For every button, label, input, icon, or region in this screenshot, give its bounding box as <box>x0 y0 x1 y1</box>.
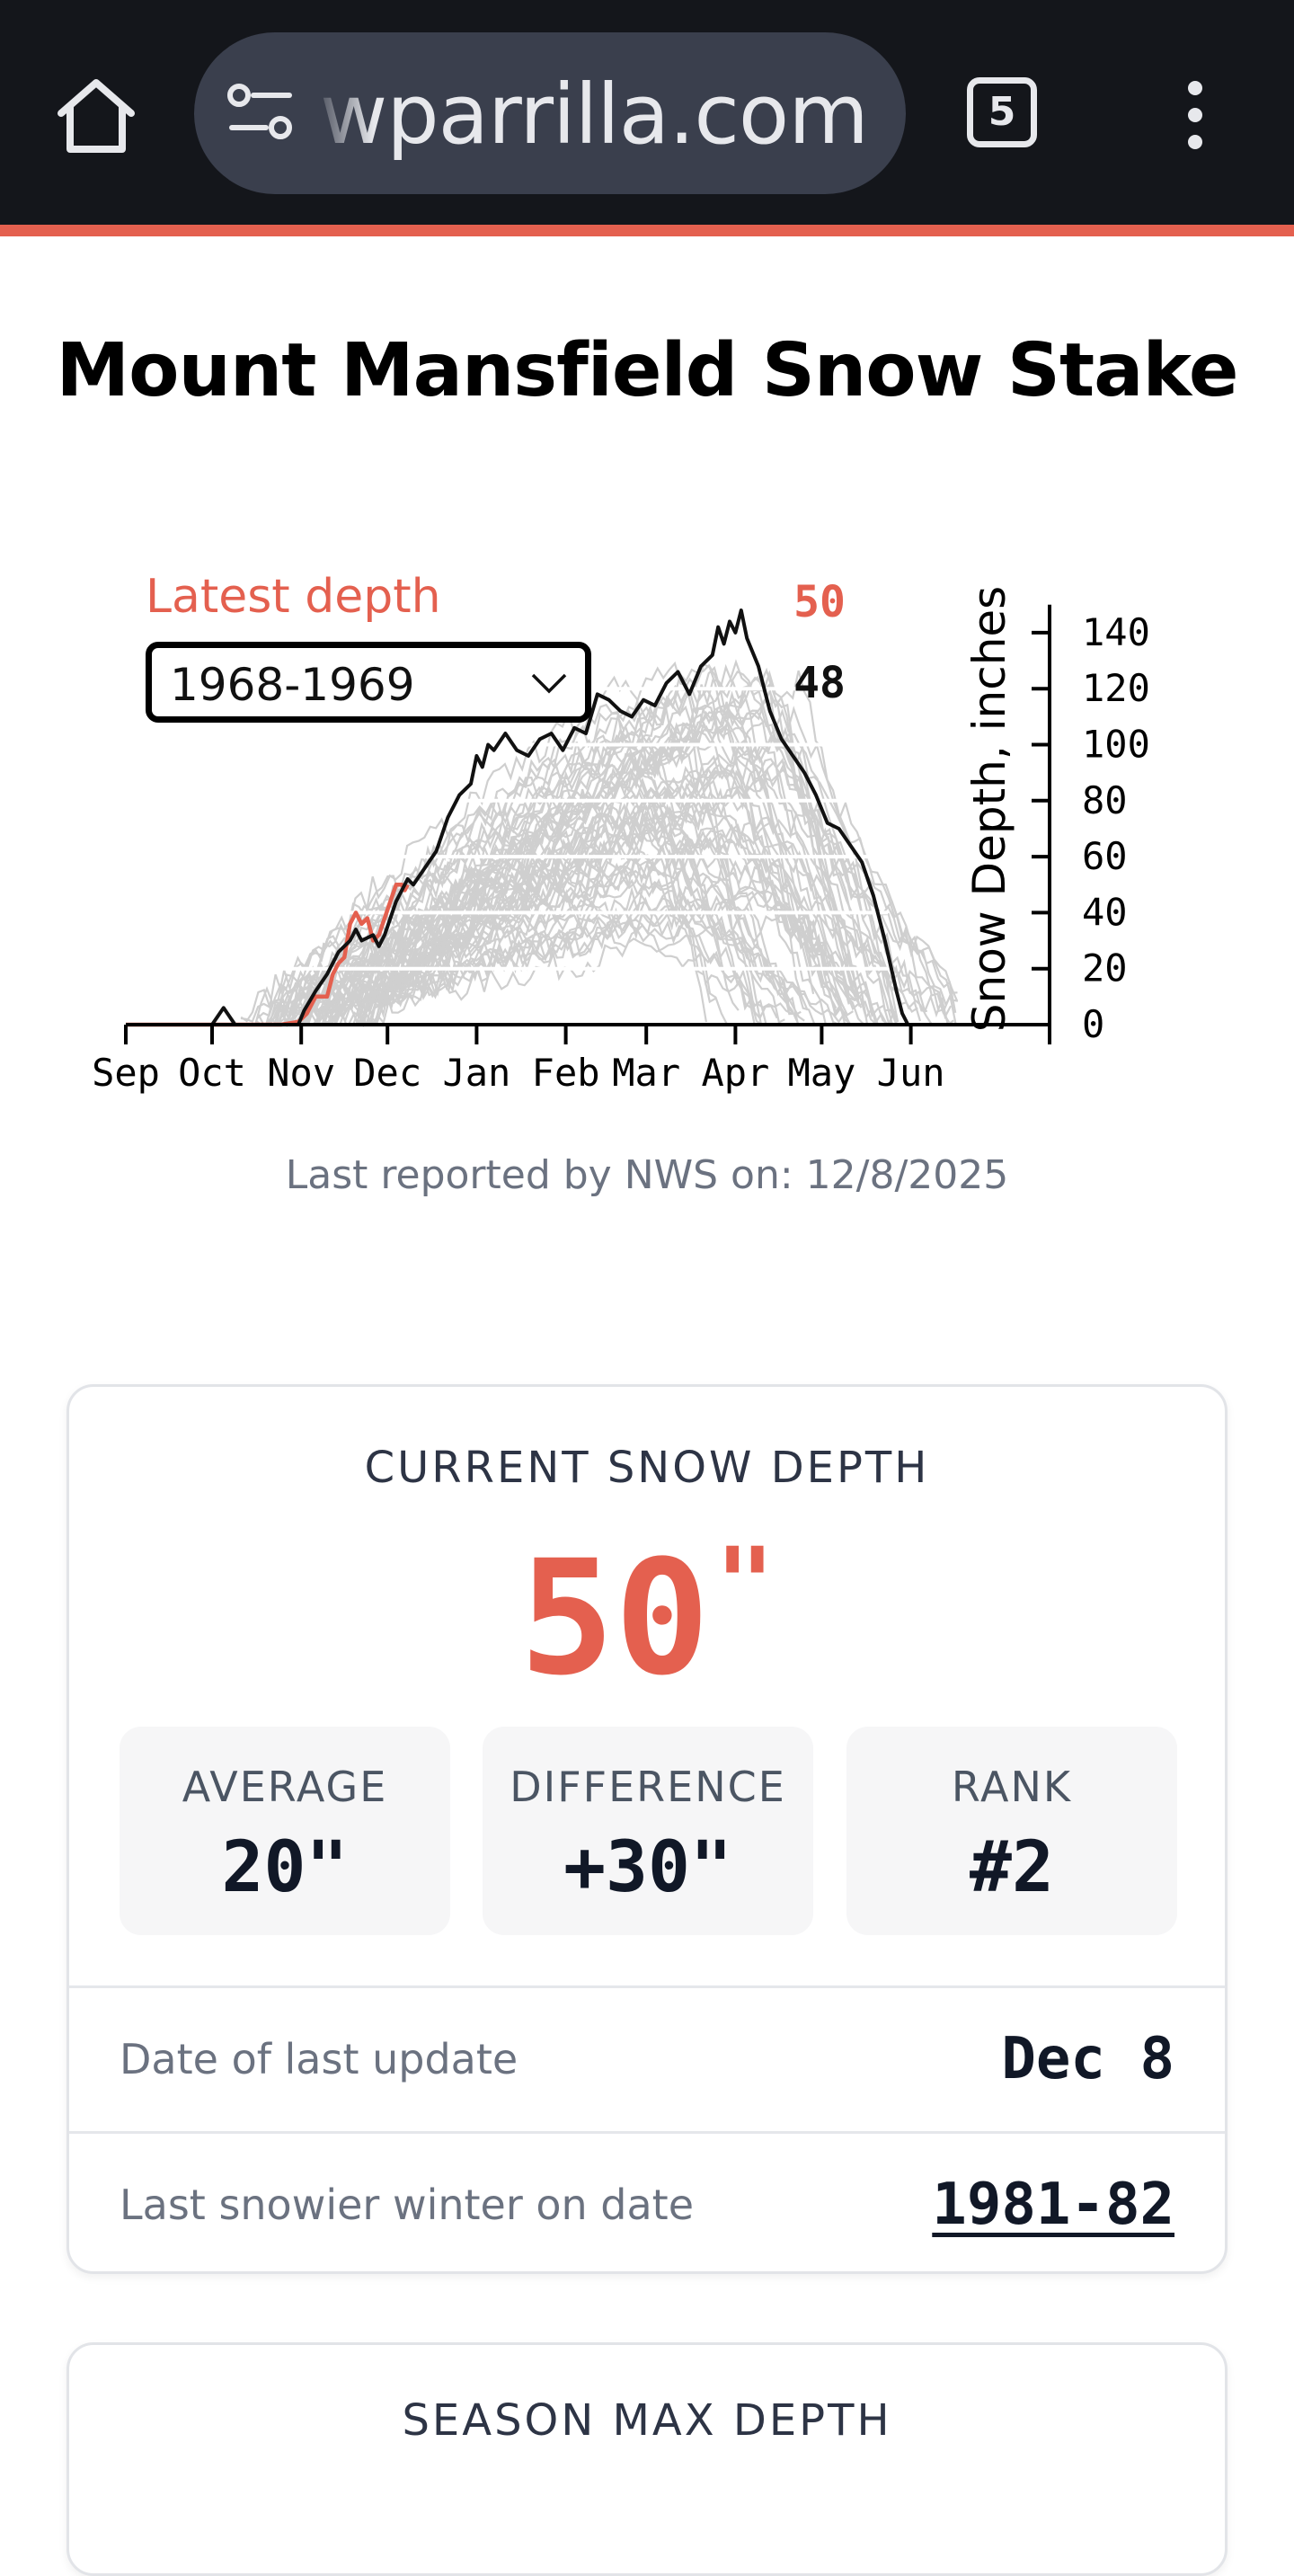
stat-difference: DIFFERENCE +30" <box>483 1727 813 1935</box>
last-reported-text: Last reported by NWS on: 12/8/2025 <box>285 1152 1009 1198</box>
y-tick-label: 80 <box>1082 778 1128 822</box>
latest-depth-label: Latest depth <box>146 570 441 624</box>
row-label: Date of last update <box>120 2035 518 2083</box>
toolbar-accent-line <box>0 225 1294 236</box>
url-fade <box>311 32 374 194</box>
address-bar[interactable]: wparrilla.com <box>194 32 906 194</box>
home-icon[interactable] <box>54 74 138 158</box>
season-select-value: 1968-1969 <box>170 659 415 711</box>
history-season-line <box>294 885 767 1026</box>
tabs-icon[interactable]: 5 <box>967 77 1037 147</box>
more-menu-icon[interactable] <box>1177 79 1213 151</box>
x-tick-label: Mar <box>612 1051 680 1095</box>
stat-value: +30" <box>563 1827 732 1908</box>
season-max-heading: SEASON MAX DEPTH <box>402 2395 892 2446</box>
x-tick-label: Nov <box>267 1051 335 1095</box>
depth-unit: " <box>714 1526 776 1641</box>
row-last-update: Date of last update Dec 8 <box>69 1985 1225 2132</box>
x-tick-label: Sep <box>92 1051 160 1095</box>
x-tick-label: Dec <box>353 1051 421 1095</box>
y-tick-label: 120 <box>1082 666 1150 710</box>
row-label: Last snowier winter on date <box>120 2181 695 2229</box>
stat-value: 20" <box>221 1827 349 1908</box>
snow-depth-chart: Sep Oct Nov Dec Jan Feb Mar Apr May Jun 0 20 40 60 80 1… <box>92 577 1150 1095</box>
x-tick-label: Jan <box>442 1051 510 1095</box>
page-title: Mount Mansfield Snow Stake <box>56 328 1239 413</box>
season-max-card: SEASON MAX DEPTH <box>66 2342 1228 2576</box>
browser-toolbar: wparrilla.com 5 <box>0 0 1294 225</box>
history-season-line <box>359 907 793 1027</box>
history-season-line <box>317 701 843 1026</box>
url-text[interactable]: wparrilla.com <box>320 67 869 163</box>
y-axis-title: Snow Depth, inches <box>963 586 1015 1032</box>
stat-value: #2 <box>970 1827 1054 1908</box>
history-season-line <box>329 823 889 1026</box>
y-tick-label: 100 <box>1082 723 1150 767</box>
season-select[interactable]: 1968-1969 <box>146 642 591 723</box>
y-tick-label: 20 <box>1082 946 1128 990</box>
stat-label: AVERAGE <box>182 1763 388 1811</box>
x-tick-label: Feb <box>532 1051 600 1095</box>
stat-average: AVERAGE 20" <box>120 1727 450 1935</box>
current-depth-card: CURRENT SNOW DEPTH 50" AVERAGE 20" DIFFE… <box>66 1384 1228 2274</box>
x-tick-label: Apr <box>701 1051 769 1095</box>
depth-number: 50 <box>518 1526 710 1710</box>
selected-season-line <box>126 608 988 1026</box>
history-season-line <box>265 663 860 1026</box>
peak-annotation: 50 <box>793 577 846 627</box>
x-tick-label: May <box>787 1051 855 1095</box>
snowier-winter-link[interactable]: 1981-82 <box>932 2172 1174 2238</box>
history-season-line <box>256 675 707 1023</box>
history-season-line <box>270 733 900 1027</box>
row-value: Dec 8 <box>1001 2026 1174 2092</box>
site-settings-icon[interactable] <box>225 79 297 147</box>
history-season-line <box>291 728 805 1026</box>
history-season-line <box>291 853 820 1026</box>
history-season-line <box>355 677 852 1026</box>
chevron-down-icon <box>531 673 567 694</box>
stat-rank: RANK #2 <box>846 1727 1177 1935</box>
y-tick-label: 140 <box>1082 610 1150 654</box>
history-season-line <box>352 826 785 1026</box>
history-season-line <box>369 720 854 1026</box>
history-season-line <box>273 670 869 1026</box>
y-tick-label: 60 <box>1082 834 1128 878</box>
peak-annotation: 48 <box>793 658 846 708</box>
history-season-line <box>337 885 891 1026</box>
y-tick-label: 40 <box>1082 890 1128 934</box>
x-tick-label: Jun <box>877 1051 945 1095</box>
stat-label: RANK <box>951 1763 1073 1811</box>
current-depth-value: 50" <box>69 1534 1225 1698</box>
history-season-line <box>311 768 957 1026</box>
x-tick-label: Oct <box>178 1051 246 1095</box>
row-last-snowier: Last snowier winter on date 1981-82 <box>69 2131 1225 2271</box>
stat-label: DIFFERENCE <box>510 1763 786 1811</box>
y-tick-label: 0 <box>1082 1002 1104 1046</box>
current-depth-heading: CURRENT SNOW DEPTH <box>364 1443 930 1493</box>
history-season-line <box>322 821 922 1026</box>
